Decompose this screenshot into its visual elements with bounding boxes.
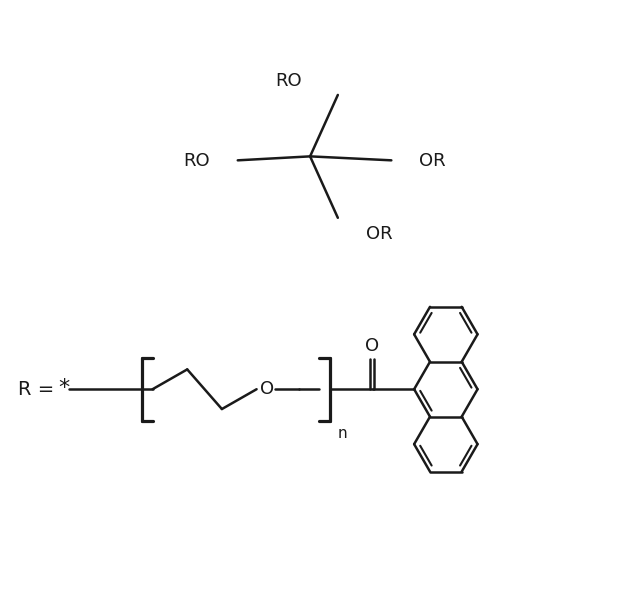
Text: OR: OR [419, 152, 445, 170]
Text: RO: RO [184, 152, 210, 170]
Text: OR: OR [365, 224, 392, 243]
Text: R =: R = [18, 380, 54, 399]
Text: *: * [59, 378, 70, 398]
Text: n: n [338, 426, 348, 441]
Text: O: O [260, 380, 275, 398]
Text: RO: RO [276, 72, 302, 90]
Text: O: O [365, 337, 380, 354]
